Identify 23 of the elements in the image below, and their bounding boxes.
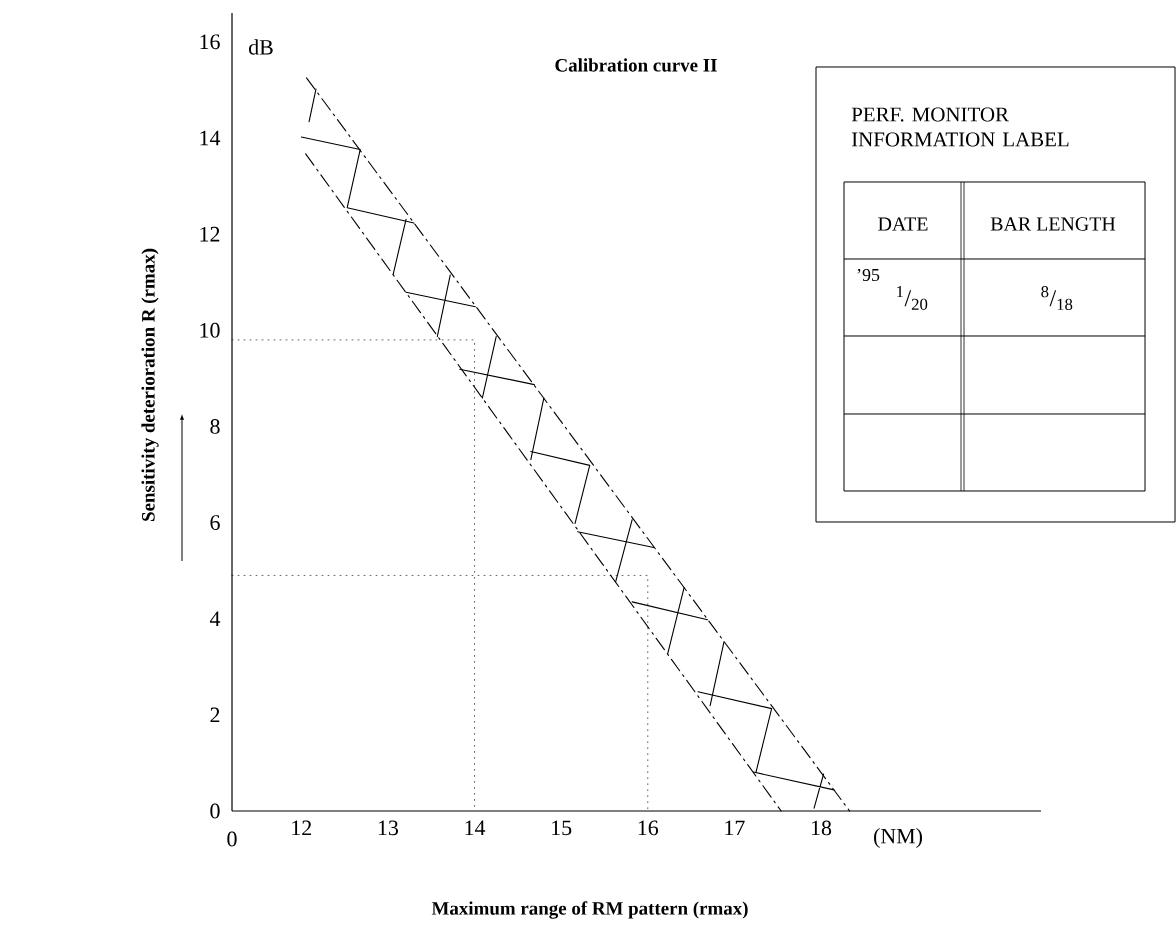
y-tick-label: 14: [200, 130, 221, 146]
annotation: PERF. MONITOR INFORMATION LABEL: [851, 107, 1069, 147]
x-tick-label: 15: [552, 820, 572, 836]
text: 0: [227, 831, 237, 847]
y-tick-label: 10: [200, 322, 220, 338]
x-tick-label: 12: [292, 820, 312, 836]
x-tick-label: 14: [465, 820, 486, 835]
x-tick-label: 13: [378, 820, 399, 836]
y-tick-label: 4: [209, 611, 221, 626]
y-axis-title: Sensitivity deterioration R (rmax): [141, 248, 159, 521]
y-tick-label: 2: [210, 707, 220, 723]
y-tick-label: 0: [210, 803, 220, 819]
y-tick-label: 8: [210, 419, 220, 434]
y-tick-label: 6: [210, 515, 220, 530]
text: (NM): [874, 828, 923, 848]
x-axis-title: Maximum range of RM pattern (rmax): [431, 901, 748, 919]
y-tick-label: 12: [200, 226, 220, 242]
annotation: dB: [249, 39, 273, 55]
x-tick-label: 17: [725, 820, 745, 835]
x-tick-label: 16: [638, 820, 659, 836]
x-tick-label: 18: [811, 820, 832, 836]
text: Calibration curve II: [555, 58, 717, 72]
y-tick-label: 16: [200, 34, 220, 50]
